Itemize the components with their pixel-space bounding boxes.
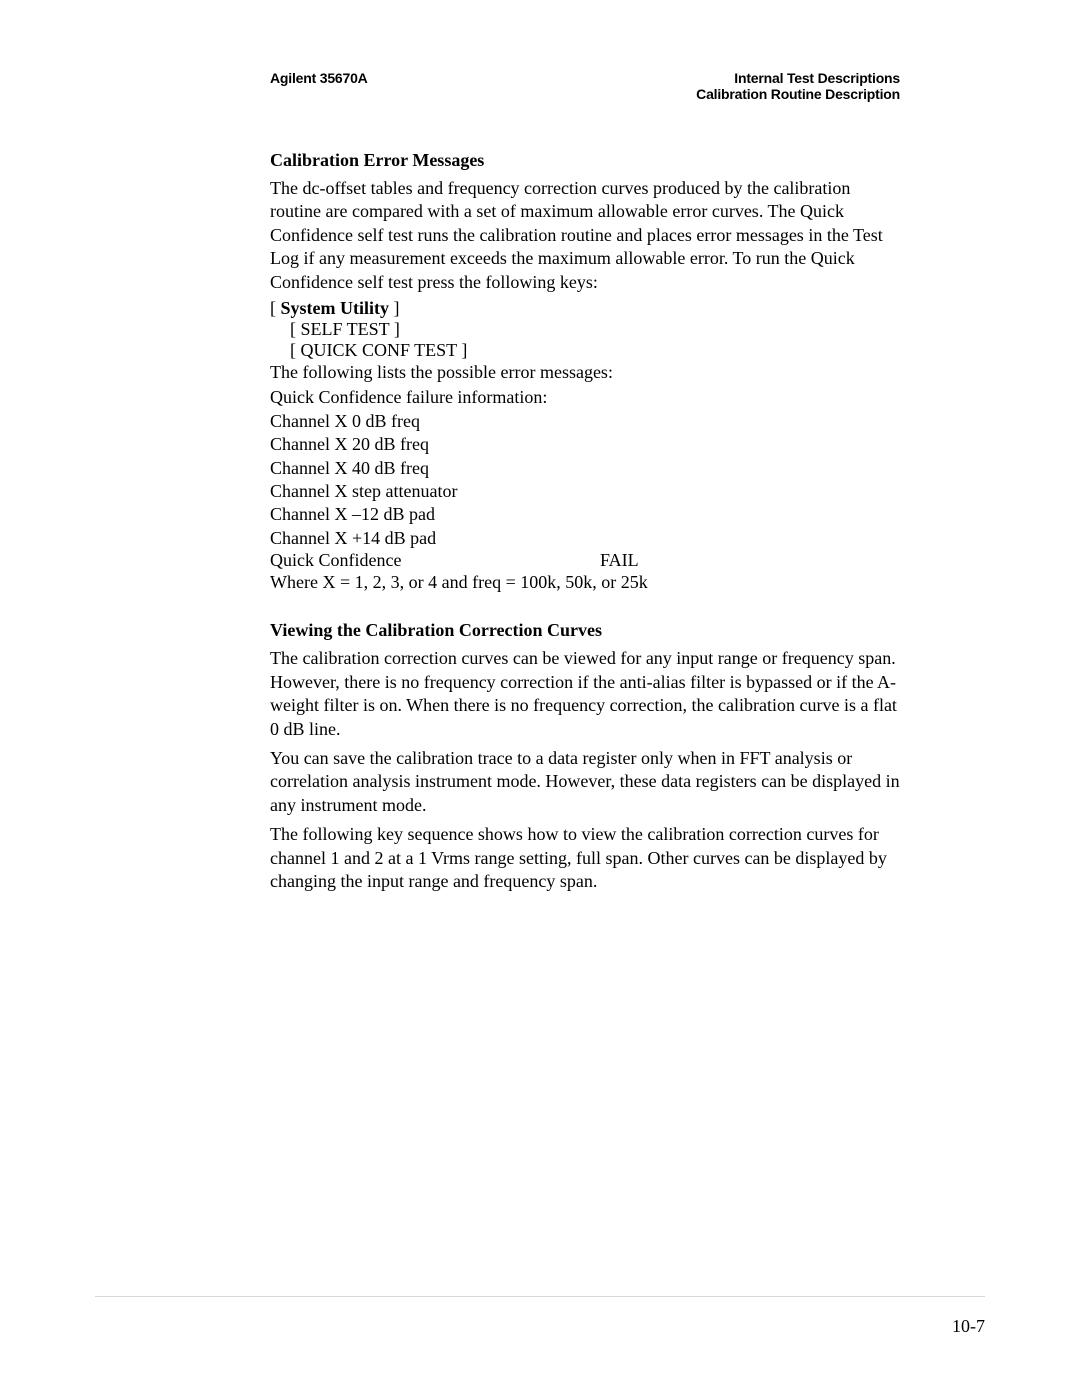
listing-item: Channel X 0 dB freq	[270, 410, 900, 433]
footer-rule	[95, 1296, 985, 1297]
paragraph: You can save the calibration trace to a …	[270, 747, 900, 817]
listing-item: Channel X step attenuator	[270, 480, 900, 503]
section-heading: Calibration Error Messages	[270, 150, 900, 171]
header-right-line1: Internal Test Descriptions	[696, 70, 900, 86]
bracket-open: [	[270, 298, 281, 318]
paragraph: The following key sequence shows how to …	[270, 823, 900, 893]
listing-item: Channel X 40 dB freq	[270, 457, 900, 480]
paragraph: The dc-offset tables and frequency corre…	[270, 177, 900, 294]
paragraph: The following lists the possible error m…	[270, 361, 900, 384]
header-right: Internal Test Descriptions Calibration R…	[696, 70, 900, 102]
listing-item-quick-confidence: Quick Confidence FAIL	[270, 550, 900, 571]
section-heading: Viewing the Calibration Correction Curve…	[270, 620, 900, 641]
listing-item: Channel X +14 dB pad	[270, 527, 900, 550]
listing-item: Channel X 20 dB freq	[270, 433, 900, 456]
listing-quick-confidence-failure-info: Quick Confidence failure information:	[270, 386, 900, 409]
listing-item: Channel X –12 dB pad	[270, 503, 900, 526]
bracket-close: ]	[389, 298, 400, 318]
header-right-line2: Calibration Routine Description	[696, 86, 900, 102]
header-left: Agilent 35670A	[270, 70, 368, 86]
key-seq-row-system-utility: [ System Utility ]	[270, 298, 900, 319]
section-calibration-error-messages: Calibration Error Messages The dc-offset…	[270, 150, 900, 594]
page: Agilent 35670A Internal Test Description…	[0, 0, 1080, 1397]
page-number: 10-7	[952, 1316, 985, 1337]
listing-item-where: Where X = 1, 2, 3, or 4 and freq = 100k,…	[270, 571, 900, 594]
paragraph: The calibration correction curves can be…	[270, 647, 900, 741]
key-label-system-utility: System Utility	[281, 298, 389, 318]
key-seq-row-self-test: [ SELF TEST ]	[290, 319, 900, 340]
qc-value: FAIL	[600, 550, 639, 571]
section-viewing-calibration-curves: Viewing the Calibration Correction Curve…	[270, 620, 900, 893]
qc-label: Quick Confidence	[270, 550, 600, 571]
key-seq-row-quick-conf: [ QUICK CONF TEST ]	[290, 340, 900, 361]
page-header: Agilent 35670A Internal Test Description…	[270, 70, 900, 102]
